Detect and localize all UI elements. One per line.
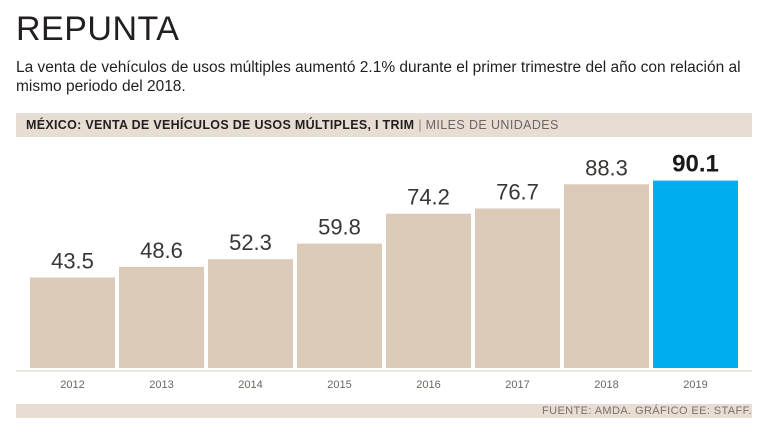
category-label-2016: 2016 xyxy=(416,379,440,391)
category-label-2013: 2013 xyxy=(149,379,173,391)
bar-2017 xyxy=(475,208,560,368)
category-label-2015: 2015 xyxy=(327,379,351,391)
chart-header-text: MÉXICO: VENTA DE VEHÍCULOS DE USOS MÚLTI… xyxy=(26,118,559,132)
bar-2012 xyxy=(30,277,115,368)
bar-2016 xyxy=(386,213,471,368)
chart-title: REPUNTA xyxy=(16,10,180,48)
category-label-2017: 2017 xyxy=(505,379,529,391)
value-label-2018: 88.3 xyxy=(585,155,628,180)
value-label-2017: 76.7 xyxy=(496,180,539,205)
category-band xyxy=(16,372,752,396)
bar-2014 xyxy=(208,259,293,368)
value-label-2014: 52.3 xyxy=(229,230,272,255)
chart-header-bar: MÉXICO: VENTA DE VEHÍCULOS DE USOS MÚLTI… xyxy=(16,113,752,137)
chart-subtitle: La venta de vehículos de usos múltiples … xyxy=(16,59,741,95)
bar-2019 xyxy=(653,180,738,368)
category-label-2019: 2019 xyxy=(683,379,707,391)
chart-header-main: MÉXICO: VENTA DE VEHÍCULOS DE USOS MÚLTI… xyxy=(26,118,415,132)
chart-header-unit: MILES DE UNIDADES xyxy=(425,118,559,132)
bar-2018 xyxy=(564,184,649,368)
category-label-2014: 2014 xyxy=(238,379,262,391)
bar-2013 xyxy=(119,266,204,368)
value-label-2015: 59.8 xyxy=(318,215,361,240)
category-label-2018: 2018 xyxy=(594,379,618,391)
chart-header-separator: | xyxy=(418,118,422,132)
value-label-2013: 48.6 xyxy=(140,238,183,263)
value-label-2016: 74.2 xyxy=(407,185,450,210)
value-label-2019: 90.1 xyxy=(672,151,719,178)
value-label-2012: 43.5 xyxy=(51,249,94,274)
source-note: FUENTE: AMDA. GRÁFICO EE: STAFF. xyxy=(541,405,752,417)
category-label-2012: 2012 xyxy=(60,379,84,391)
bar-2015 xyxy=(297,243,382,368)
footer-bar: FUENTE: AMDA. GRÁFICO EE: STAFF. xyxy=(16,404,752,418)
